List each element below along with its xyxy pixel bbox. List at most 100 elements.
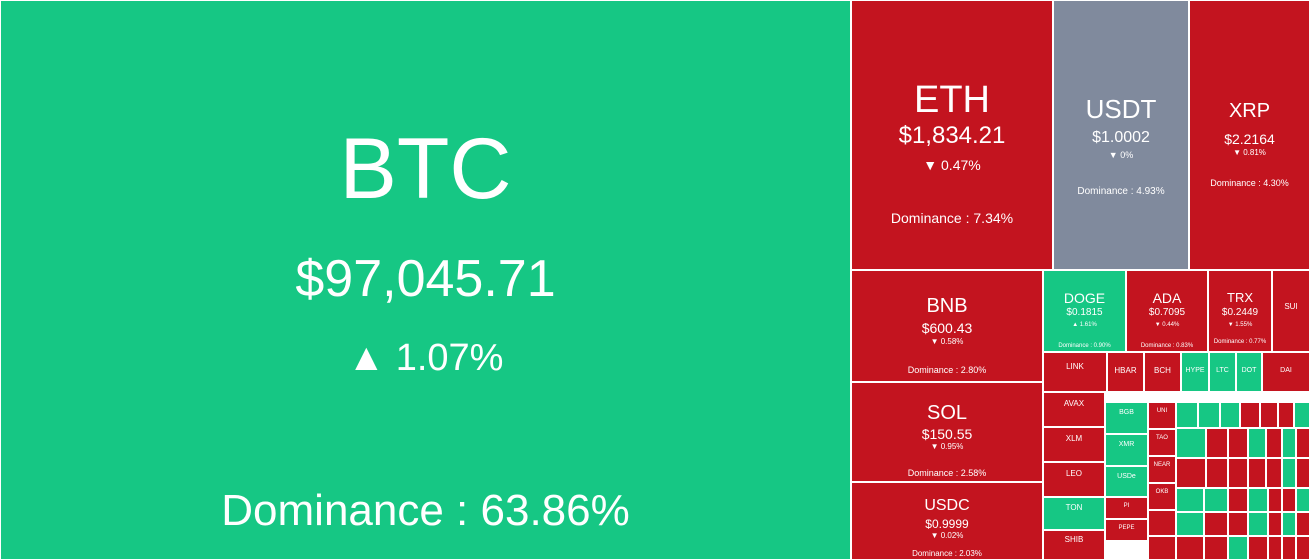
minor-coin-tile[interactable] xyxy=(1266,428,1282,458)
tile-dot[interactable]: DOT xyxy=(1236,352,1262,392)
symbol-label: ADA xyxy=(1152,290,1182,306)
symbol-label: TRX xyxy=(1227,290,1253,305)
minor-coin-tile[interactable] xyxy=(1268,512,1282,536)
minor-coin-tile[interactable] xyxy=(1228,512,1248,536)
minor-coin-tile[interactable] xyxy=(1248,512,1268,536)
minor-coin-tile[interactable] xyxy=(1266,458,1282,488)
symbol-label: AVAX xyxy=(1063,399,1085,408)
minor-coin-tile[interactable] xyxy=(1204,512,1228,536)
tile-pepe[interactable]: PEPE xyxy=(1105,519,1148,541)
tile-avax[interactable]: AVAX xyxy=(1043,392,1105,427)
tile-near[interactable]: NEAR xyxy=(1148,456,1176,483)
tile-usde[interactable]: USDe xyxy=(1105,466,1148,497)
minor-coin-tile[interactable] xyxy=(1282,488,1296,512)
dominance-label: Dominance : 0.77% xyxy=(1213,339,1267,345)
tile-sol[interactable]: SOL $150.55 ▼ 0.95% Dominance : 2.58% xyxy=(851,382,1043,482)
minor-coin-tile[interactable] xyxy=(1204,488,1228,512)
tile-hype[interactable]: HYPE xyxy=(1181,352,1209,392)
minor-coin-tile[interactable] xyxy=(1228,428,1248,458)
tile-shib[interactable]: SHIB xyxy=(1043,530,1105,560)
symbol-label: BGB xyxy=(1119,409,1134,416)
tile-uni[interactable]: UNI xyxy=(1148,402,1176,429)
dominance-label: Dominance : 2.58% xyxy=(907,468,987,478)
change-label: ▲ 1.07% xyxy=(347,337,504,379)
minor-coin-tile[interactable] xyxy=(1248,428,1266,458)
price-label: $1,834.21 xyxy=(898,122,1006,149)
tile-leo[interactable]: LEO xyxy=(1043,462,1105,497)
minor-coin-tile[interactable] xyxy=(1282,512,1296,536)
tile-xlm[interactable]: XLM xyxy=(1043,427,1105,462)
dominance-label: Dominance : 7.34% xyxy=(890,210,1014,226)
minor-coin-tile[interactable] xyxy=(1296,536,1310,560)
tile-ltc[interactable]: LTC xyxy=(1209,352,1236,392)
minor-coin-tile[interactable] xyxy=(1248,458,1266,488)
symbol-label: XMR xyxy=(1118,441,1135,448)
symbol-label: DOGE xyxy=(1063,290,1106,306)
minor-coin-tile[interactable] xyxy=(1296,458,1310,488)
tile-bch[interactable]: BCH xyxy=(1144,352,1181,392)
minor-coin-tile[interactable] xyxy=(1176,536,1204,560)
change-label: ▲ 1.61% xyxy=(1072,322,1097,328)
tile-trx[interactable]: TRX $0.2449 ▼ 1.55% Dominance : 0.77% xyxy=(1208,270,1272,352)
minor-coin-tile[interactable] xyxy=(1176,488,1204,512)
tile-xrp[interactable]: XRP $2.2164 ▼ 0.81% Dominance : 4.30% xyxy=(1189,0,1310,270)
minor-coin-tile[interactable] xyxy=(1296,488,1310,512)
minor-coin-tile[interactable] xyxy=(1294,402,1310,428)
tile-ton[interactable]: TON xyxy=(1043,497,1105,530)
tile-tao[interactable]: TAO xyxy=(1148,429,1176,456)
tile-okb[interactable]: OKB xyxy=(1148,483,1176,510)
minor-coin-tile[interactable] xyxy=(1228,488,1248,512)
tile-dai[interactable]: DAI xyxy=(1262,352,1310,392)
tile-link[interactable]: LINK xyxy=(1043,352,1107,392)
minor-coin-tile[interactable] xyxy=(1278,402,1294,428)
tile-sui[interactable]: SUI xyxy=(1272,270,1310,352)
minor-coin-tile[interactable] xyxy=(1228,536,1248,560)
tile-xmr[interactable]: XMR xyxy=(1105,434,1148,466)
symbol-label: HBAR xyxy=(1114,366,1137,375)
dominance-label: Dominance : 2.03% xyxy=(912,549,982,558)
tile-pi[interactable]: PI xyxy=(1105,497,1148,519)
minor-coin-tile[interactable] xyxy=(1220,402,1240,428)
tile-eth[interactable]: ETH $1,834.21 ▼ 0.47% Dominance : 7.34% xyxy=(851,0,1053,270)
symbol-label: SHIB xyxy=(1064,535,1084,544)
minor-coin-tile[interactable] xyxy=(1176,512,1204,536)
symbol-label: BNB xyxy=(926,295,968,317)
change-label: ▼ 0.58% xyxy=(930,337,964,346)
minor-coin-tile[interactable] xyxy=(1282,428,1296,458)
minor-coin-tile[interactable] xyxy=(1296,428,1310,458)
minor-coin-tile[interactable] xyxy=(1248,488,1268,512)
tile-ada[interactable]: ADA $0.7095 ▼ 0.44% Dominance : 0.83% xyxy=(1126,270,1208,352)
minor-coin-tile[interactable] xyxy=(1176,458,1206,488)
symbol-label: OKB xyxy=(1155,489,1169,495)
minor-coin-tile[interactable] xyxy=(1282,536,1296,560)
tile-doge[interactable]: DOGE $0.1815 ▲ 1.61% Dominance : 0.90% xyxy=(1043,270,1126,352)
tile-hbar[interactable]: HBAR xyxy=(1107,352,1144,392)
change-label: ▼ 0.44% xyxy=(1154,322,1180,328)
minor-coin-tile[interactable] xyxy=(1260,402,1278,428)
minor-coin-tile[interactable] xyxy=(1282,458,1296,488)
minor-coin-tile[interactable] xyxy=(1268,536,1282,560)
symbol-label: XRP xyxy=(1228,100,1271,122)
minor-coin-tile[interactable] xyxy=(1204,536,1228,560)
minor-coin-tile[interactable] xyxy=(1296,512,1310,536)
tile-usdt[interactable]: USDT $1.0002 ▼ 0% Dominance : 4.93% xyxy=(1053,0,1189,270)
minor-coin-tile[interactable] xyxy=(1148,510,1176,536)
minor-coin-tile[interactable] xyxy=(1148,536,1176,560)
symbol-label: HYPE xyxy=(1185,367,1205,374)
symbol-label: TAO xyxy=(1156,435,1168,441)
minor-coin-tile[interactable] xyxy=(1176,402,1198,428)
tile-bnb[interactable]: BNB $600.43 ▼ 0.58% Dominance : 2.80% xyxy=(851,270,1043,382)
minor-coin-tile[interactable] xyxy=(1240,402,1260,428)
minor-coin-tile[interactable] xyxy=(1206,428,1228,458)
price-label: $150.55 xyxy=(921,426,973,442)
minor-coin-tile[interactable] xyxy=(1176,428,1206,458)
minor-coin-tile[interactable] xyxy=(1206,458,1228,488)
minor-coin-tile[interactable] xyxy=(1248,536,1268,560)
minor-coin-tile[interactable] xyxy=(1228,458,1248,488)
tile-usdc[interactable]: USDC $0.9999 ▼ 0.02% Dominance : 2.03% xyxy=(851,482,1043,560)
minor-coin-tile[interactable] xyxy=(1268,488,1282,512)
tile-bgb[interactable]: BGB xyxy=(1105,402,1148,434)
minor-coin-tile[interactable] xyxy=(1198,402,1220,428)
tile-btc[interactable]: BTC $97,045.71 ▲ 1.07% Dominance : 63.86% xyxy=(0,0,851,560)
price-label: $0.2449 xyxy=(1221,307,1259,318)
